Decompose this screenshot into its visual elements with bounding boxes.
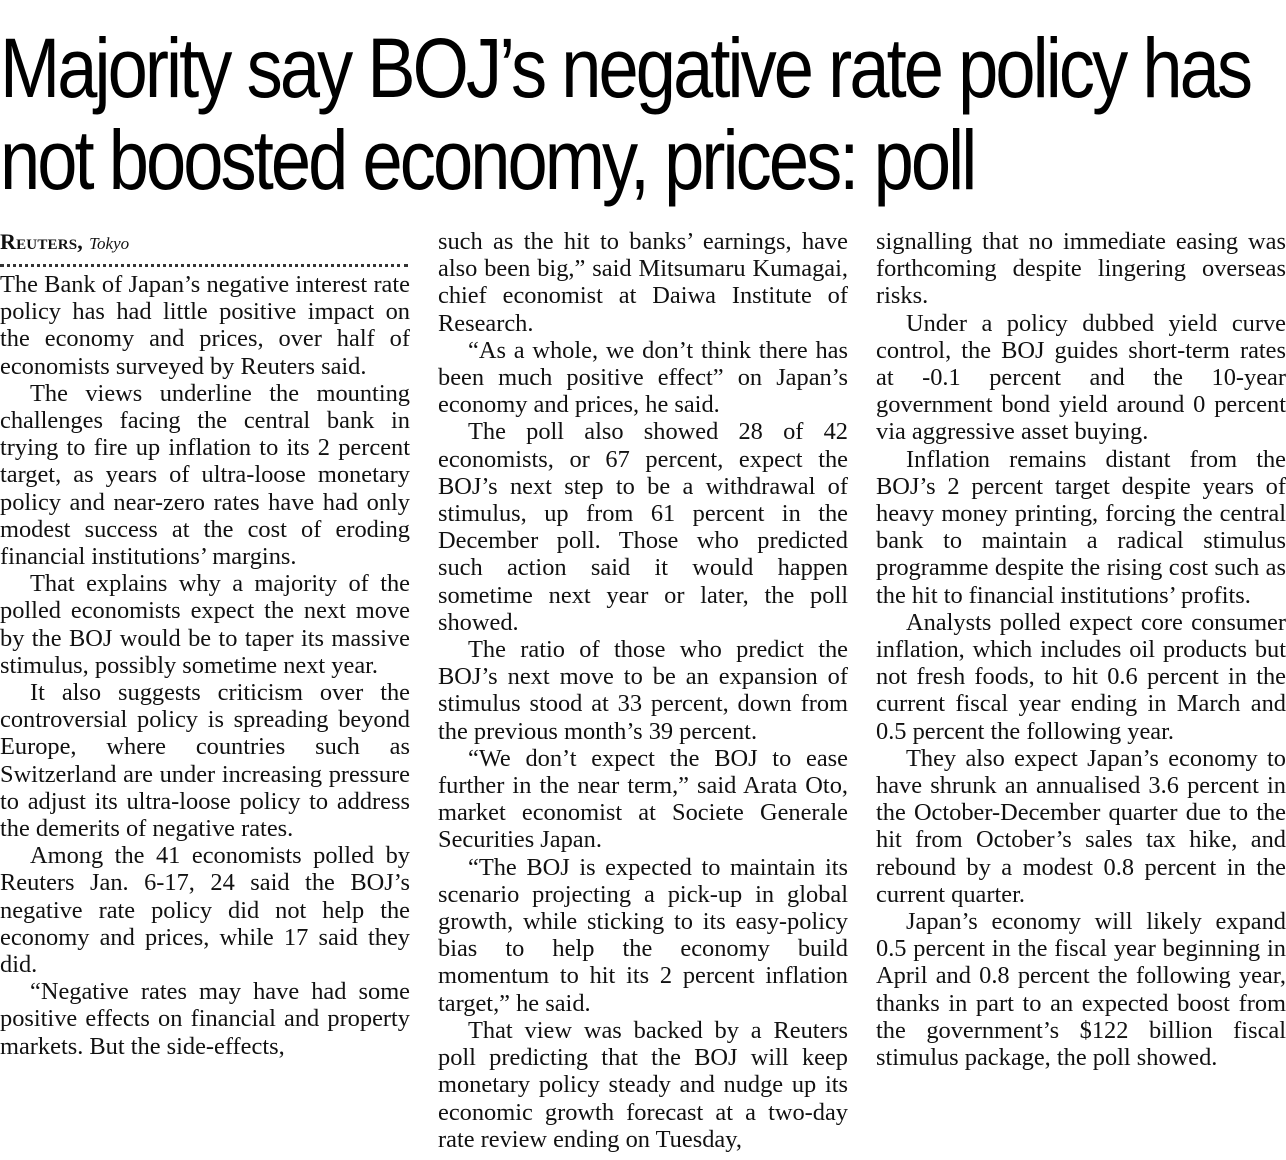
article-column-3: signalling that no immediate easing was … xyxy=(876,228,1286,1071)
paragraph: “As a whole, we don’t think there has be… xyxy=(438,336,848,419)
byline-dotted-rule xyxy=(0,241,408,267)
paragraph: Inflation remains distant from the BOJ’s… xyxy=(876,445,1286,609)
article-column-2: such as the hit to banks’ earnings, have… xyxy=(438,228,848,1153)
paragraph: The poll also showed 28 of 42 economists… xyxy=(438,418,848,636)
byline: Reuters, Tokyo xyxy=(0,228,410,255)
headline-line-1: Majority say BOJ’s negative rate policy … xyxy=(0,21,1253,115)
paragraph: “We don’t expect the BOJ to ease further… xyxy=(438,744,848,854)
paragraph: They also expect Japan’s economy to have… xyxy=(876,744,1286,908)
paragraph: The ratio of those who predict the BOJ’s… xyxy=(438,636,848,745)
paragraph: Japan’s economy will likely expand 0.5 p… xyxy=(876,908,1286,1072)
paragraph: It also suggests criticism over the cont… xyxy=(0,679,410,843)
paragraph: That explains why a majority of the poll… xyxy=(0,570,410,679)
paragraph: The Bank of Japan’s negative interest ra… xyxy=(0,271,410,380)
paragraph: such as the hit to banks’ earnings, have… xyxy=(438,228,848,337)
headline: Majority say BOJ’s negative rate policy … xyxy=(0,22,1286,206)
paragraph: Analysts polled expect core consumer inf… xyxy=(876,608,1286,745)
paragraph: Under a policy dubbed yield curve contro… xyxy=(876,309,1286,446)
paragraph: “Negative rates may have had some positi… xyxy=(0,978,410,1060)
article-column-1: Reuters, Tokyo The Bank of Japan’s negat… xyxy=(0,228,410,1060)
paragraph: That view was backed by a Reuters poll p… xyxy=(438,1016,848,1153)
byline-city: Tokyo xyxy=(89,234,130,253)
paragraph: signalling that no immediate easing was … xyxy=(876,228,1286,310)
byline-agency: Reuters, xyxy=(0,229,84,254)
paragraph: “The BOJ is expected to maintain its sce… xyxy=(438,853,848,1017)
paragraph: The views underline the mounting challen… xyxy=(0,379,410,571)
paragraph: Among the 41 economists polled by Reuter… xyxy=(0,842,410,979)
headline-line-2: not boosted economy, prices: poll xyxy=(0,113,977,207)
